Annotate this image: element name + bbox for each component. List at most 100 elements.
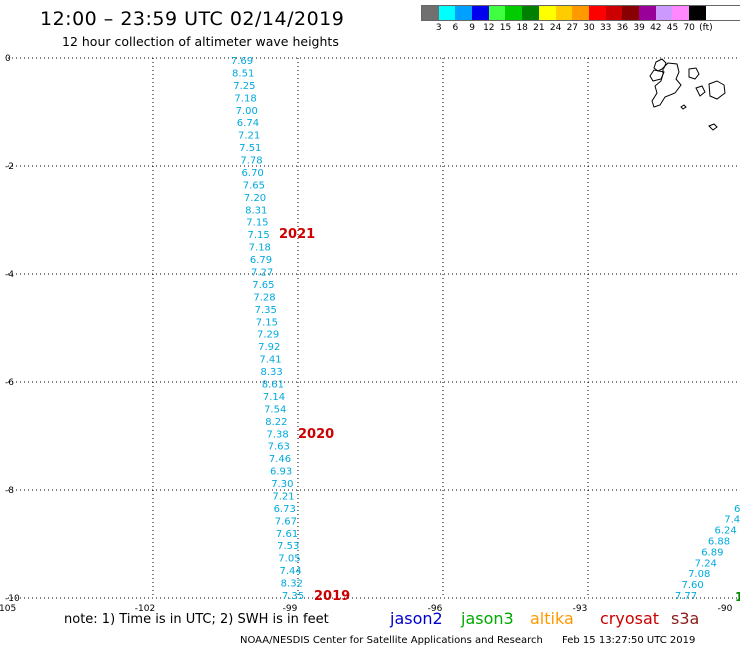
galapagos-coastline — [649, 58, 726, 131]
lat-tick-label: -8 — [5, 486, 14, 496]
legend-label: 42 — [650, 23, 662, 33]
legend-swatch — [438, 6, 456, 20]
wave-height-value: 7.78 — [240, 156, 262, 167]
wave-height-value: 7.4 — [724, 515, 740, 526]
wave-height-value: 7.24 — [695, 558, 717, 569]
wave-height-value: 7.69 — [231, 56, 253, 67]
wave-height-value: 7.51 — [239, 143, 261, 154]
wave-height-value: 7.00 — [236, 106, 258, 117]
wave-height-value: 7.53 — [277, 541, 299, 552]
wave-height-value: 7.30 — [271, 479, 293, 490]
legend-swatch — [422, 6, 439, 20]
legend-swatch — [538, 6, 556, 20]
legend-label: 12 — [483, 23, 495, 33]
legend-swatch — [638, 6, 656, 20]
year-label-group: 2021 2020 2019 — [279, 227, 350, 604]
wave-height-value: 6.89 — [701, 547, 723, 558]
wave-height-value: 6.93 — [270, 467, 292, 478]
legend-label-row: 3 6 9 12 15 18 21 24 27 30 33 36 39 42 45 70 (ft) — [421, 21, 740, 35]
wave-height-value: 7.41 — [259, 355, 281, 366]
wave-height-value: 7.05 — [278, 554, 300, 565]
legend-swatch — [655, 6, 673, 20]
legend-label: 45 — [666, 23, 679, 33]
wave-height-value: 8.31 — [245, 205, 267, 216]
wave-height-value: 7.15 — [256, 317, 278, 328]
legend-label: 27 — [566, 23, 579, 33]
wave-height-value: 7.44 — [279, 566, 301, 577]
legend-swatch — [555, 6, 573, 20]
wave-height-value: 7.25 — [233, 81, 255, 92]
wave-height-value: 8.51 — [232, 68, 254, 79]
legend-label: 15 — [499, 23, 512, 33]
lon-tick-label: -93 — [573, 604, 588, 614]
wave-height-value: 6.79 — [250, 255, 272, 266]
wave-height-value: 7.18 — [249, 243, 271, 254]
lat-tick-label: 0 — [5, 54, 11, 64]
legend-swatch — [572, 6, 589, 20]
wave-height-value: 7.60 — [681, 580, 703, 591]
generation-timestamp: Feb 15 13:27:50 UTC 2019 — [562, 635, 696, 646]
legend-swatch — [455, 6, 473, 20]
satellite-jason3: jason3 — [461, 609, 514, 628]
map-grid: 0 -2 -4 -6 -8 -10-105 -102 -99 -96 -93 -90 — [0, 54, 740, 614]
wave-height-value: 7.29 — [257, 330, 279, 341]
units-note: note: 1) Time is in UTC; 2) SWH is in fe… — [64, 612, 329, 627]
wave-height-value: 8.61 — [262, 379, 284, 390]
wave-height-color-legend: 3 6 9 12 15 18 21 24 27 30 33 36 39 42 45 70 (ft) — [421, 5, 740, 35]
lon-tick-label: -90 — [718, 604, 733, 614]
legend-swatch — [505, 6, 523, 20]
wave-height-value: 7.65 — [252, 280, 274, 291]
wave-height-value: 7.28 — [253, 292, 275, 303]
wave-height-value: 7.46 — [269, 454, 291, 465]
lon-tick-label: -99 — [283, 604, 298, 614]
wave-height-value: 7.21 — [272, 491, 294, 502]
legend-label: 30 — [583, 23, 595, 33]
legend-swatch — [605, 6, 623, 20]
wave-height-value: 8.32 — [281, 579, 303, 590]
satellite-jason2: jason2 — [390, 609, 443, 628]
legend-label: 6 — [452, 23, 459, 33]
lat-tick-label: -10 — [5, 594, 20, 604]
map-subtitle: 12 hour collection of altimeter wave hei… — [62, 34, 339, 49]
lon-tick-label: -105 — [0, 604, 16, 614]
legend-swatch-row — [421, 5, 740, 21]
credit-text: NOAA/NESDIS Center for Satellite Applica… — [240, 635, 543, 646]
wave-height-value: 7.35 — [282, 591, 304, 602]
credit-footer: NOAA/NESDIS Center for Satellite Applica… — [240, 635, 711, 646]
lat-tick-label: -4 — [5, 270, 14, 280]
partial-green-label: 1 — [735, 590, 740, 604]
year-label-2020: 2020 — [298, 427, 334, 442]
wave-height-value: 7.92 — [258, 342, 280, 353]
satellite-s3a: s3a — [671, 609, 700, 628]
year-label-2019: 2019 — [314, 589, 350, 604]
wave-height-value: 7.14 — [263, 392, 285, 403]
lon-tick-label: -102 — [135, 604, 155, 614]
lat-tick-label: -2 — [5, 162, 14, 172]
wave-height-value: 7.67 — [275, 516, 297, 527]
lat-tick-label: -6 — [5, 378, 14, 388]
wave-height-value: 7.77 — [675, 591, 697, 602]
legend-label: 3 — [435, 23, 442, 33]
wave-height-value: 7.15 — [246, 218, 268, 229]
wave-height-value: 6.70 — [242, 168, 264, 179]
wave-height-value: 7.21 — [238, 131, 260, 142]
wave-height-value: 7.63 — [268, 442, 290, 453]
map-title: 12:00 – 23:59 UTC 02/14/2019 — [40, 8, 345, 30]
wave-height-value: 6. — [734, 504, 740, 515]
legend-swatch — [522, 6, 539, 20]
legend-label: 9 — [469, 23, 475, 33]
legend-swatch — [689, 6, 706, 20]
legend-label: 24 — [549, 23, 562, 33]
legend-swatch — [622, 6, 639, 20]
wave-height-value: 7.27 — [251, 268, 273, 279]
wave-height-value: 7.35 — [255, 305, 277, 316]
wave-height-value: 8.33 — [261, 367, 283, 378]
wave-height-value: 7.38 — [266, 429, 288, 440]
wave-height-value: 7.20 — [244, 193, 266, 204]
year-label-2021: 2021 — [279, 227, 315, 242]
legend-label: (ft) — [699, 23, 713, 33]
legend-swatch — [672, 6, 689, 20]
altimeter-track-main: 7.698.517.257.187.006.747.217.517.786.70… — [231, 56, 304, 602]
legend-swatch — [488, 6, 506, 20]
